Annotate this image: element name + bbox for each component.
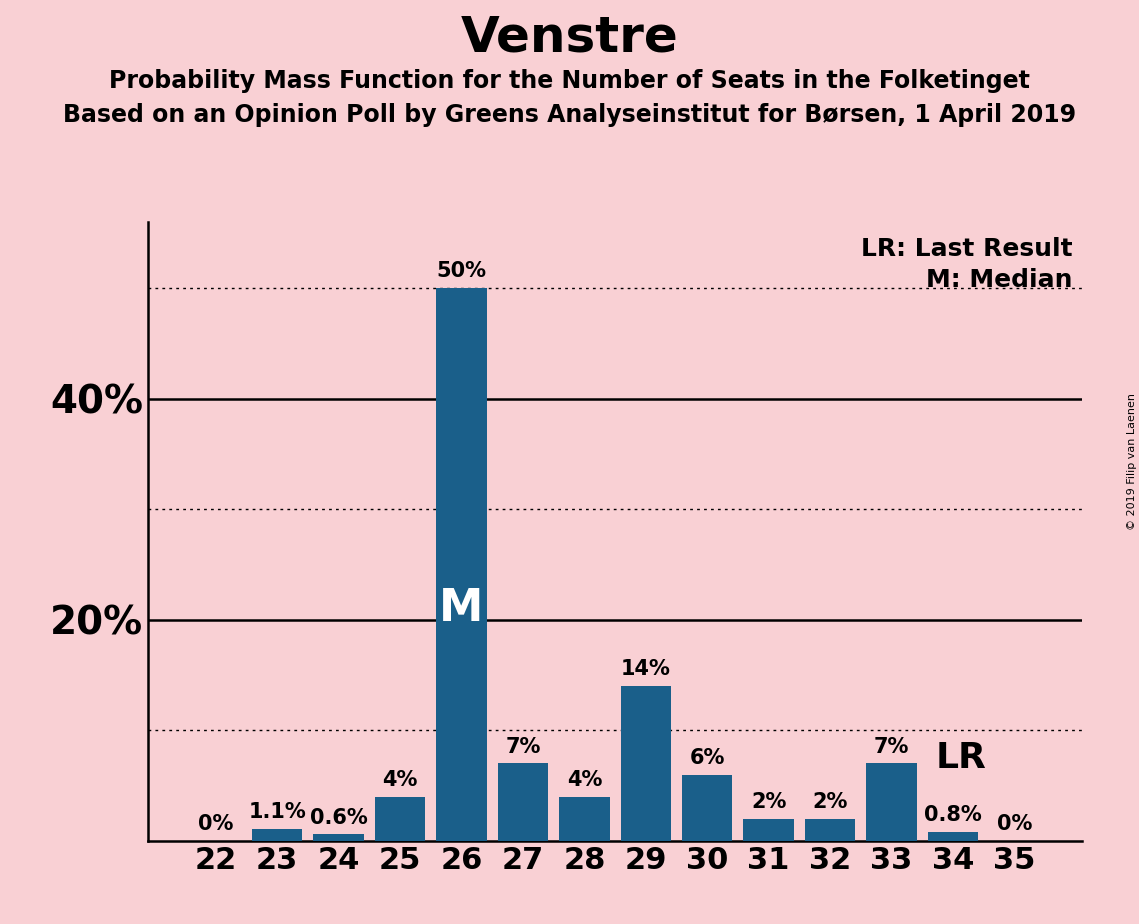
Bar <box>436 288 486 841</box>
Bar <box>744 819 794 841</box>
Text: 50%: 50% <box>436 261 486 282</box>
Bar <box>313 834 363 841</box>
Bar <box>805 819 855 841</box>
Bar <box>928 832 978 841</box>
Text: LR: Last Result: LR: Last Result <box>861 237 1073 261</box>
Bar <box>559 796 609 841</box>
Text: 7%: 7% <box>506 736 541 757</box>
Text: 0%: 0% <box>198 814 233 834</box>
Text: © 2019 Filip van Laenen: © 2019 Filip van Laenen <box>1126 394 1137 530</box>
Bar <box>375 796 425 841</box>
Bar <box>498 763 548 841</box>
Text: 1.1%: 1.1% <box>248 802 306 822</box>
Bar <box>252 829 302 841</box>
Text: 0%: 0% <box>997 814 1032 834</box>
Bar <box>682 774 732 841</box>
Text: 0.6%: 0.6% <box>310 808 368 828</box>
Text: 4%: 4% <box>567 770 603 790</box>
Text: 0.8%: 0.8% <box>924 806 982 825</box>
Text: 14%: 14% <box>621 660 671 679</box>
Text: LR: LR <box>936 741 986 775</box>
Text: 6%: 6% <box>689 748 724 768</box>
Text: 2%: 2% <box>812 792 847 812</box>
Text: 4%: 4% <box>383 770 418 790</box>
Bar <box>621 686 671 841</box>
Text: 7%: 7% <box>874 736 909 757</box>
Text: Venstre: Venstre <box>460 14 679 62</box>
Bar <box>867 763 917 841</box>
Text: M: M <box>440 587 484 630</box>
Text: 2%: 2% <box>751 792 786 812</box>
Text: Probability Mass Function for the Number of Seats in the Folketinget: Probability Mass Function for the Number… <box>109 69 1030 93</box>
Text: M: Median: M: Median <box>926 268 1073 292</box>
Text: Based on an Opinion Poll by Greens Analyseinstitut for Børsen, 1 April 2019: Based on an Opinion Poll by Greens Analy… <box>63 103 1076 128</box>
